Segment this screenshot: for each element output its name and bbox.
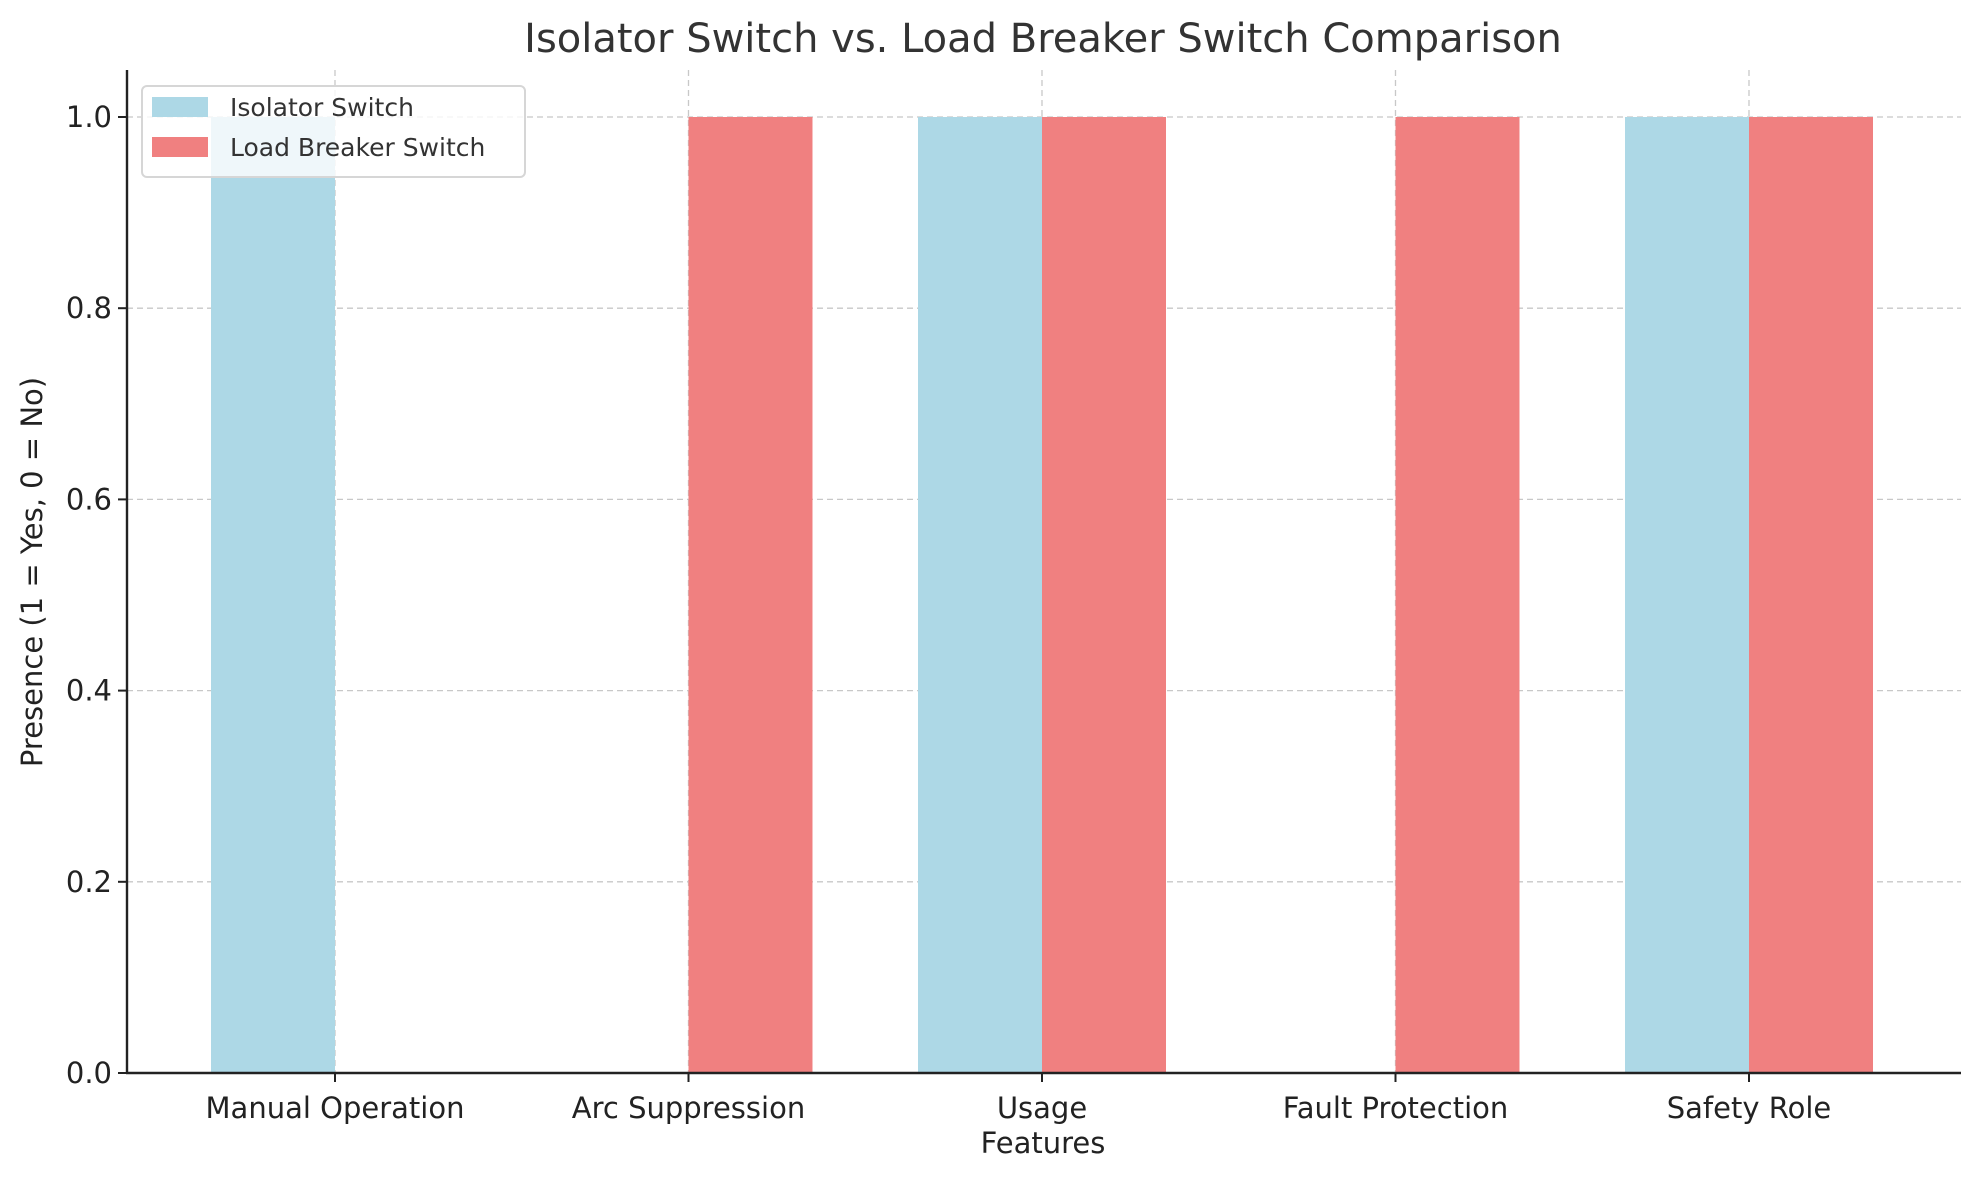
x-tick-label: Safety Role [1667,1091,1831,1125]
x-ticks: Manual Operation Arc Suppression Usage Faul… [206,1073,1831,1125]
legend-label: Load Breaker Switch [230,133,485,162]
bar-isolator-switch [918,117,1042,1073]
x-axis-label: Features [981,1126,1106,1160]
x-tick-label: Arc Suppression [572,1091,805,1125]
legend-swatch [152,97,208,117]
bar-load-breaker-switch [1042,117,1166,1073]
legend-swatch [152,137,208,157]
y-tick-label: 0.2 [66,865,112,899]
legend-label: Isolator Switch [230,93,414,122]
y-tick-label: 0.6 [66,482,112,516]
x-tick-label: Manual Operation [206,1091,465,1125]
bar-isolator-switch [211,117,335,1073]
bars [211,117,1873,1073]
legend-box [141,85,526,178]
y-tick-label: 0.0 [66,1056,112,1090]
bar-load-breaker-switch [1395,117,1520,1073]
bar-isolator-switch [1625,117,1749,1073]
y-tick-label: 1.0 [66,100,112,134]
x-tick-label: Fault Protection [1283,1091,1509,1125]
bar-load-breaker-switch [688,117,813,1073]
legend: Isolator Switch Load Breaker Switch [141,85,526,178]
axes [125,70,1961,1075]
y-tick-label: 0.4 [66,674,112,708]
x-tick-label: Usage [997,1091,1087,1125]
y-axis-label: Presence (1 = Yes, 0 = No) [15,377,49,767]
y-ticks: 0.0 0.2 0.4 0.6 0.8 1.0 [66,100,127,1090]
chart-title: Isolator Switch vs. Load Breaker Switch … [524,16,1562,62]
y-tick-label: 0.8 [66,291,112,325]
bar-load-breaker-switch [1749,117,1873,1073]
